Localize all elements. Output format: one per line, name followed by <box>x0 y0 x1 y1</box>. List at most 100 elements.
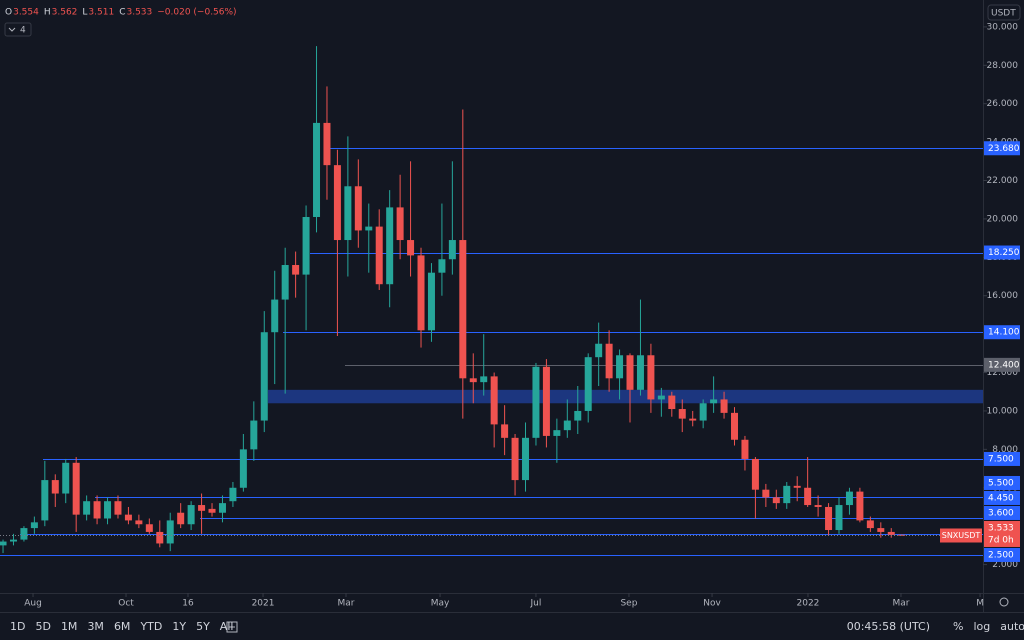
candle-body <box>271 299 279 333</box>
candle-body <box>657 395 665 400</box>
candle-body <box>845 491 853 506</box>
candle-body <box>825 506 833 531</box>
zone <box>268 389 983 404</box>
legend-key: H <box>44 8 51 18</box>
candle-body <box>218 503 226 513</box>
level-label-bg <box>984 325 1020 340</box>
legend-value: 3.533 <box>126 8 152 18</box>
candle-body <box>72 462 80 515</box>
level-label: 18.250 <box>988 248 1020 258</box>
y-tick-label: 20.000 <box>987 214 1019 224</box>
scale-button[interactable]: auto <box>1000 620 1024 633</box>
range-button[interactable]: YTD <box>139 620 162 633</box>
candle-body <box>9 539 17 542</box>
level-label-bg <box>984 490 1020 505</box>
overlay: USDT 4 2.500 3.533 7d 0h SNXUSDT 3.600 4.450 5… <box>4 4 1024 633</box>
candle-body <box>145 524 153 532</box>
candle-body <box>898 534 906 536</box>
x-tick-label: Nov <box>703 599 721 609</box>
range-button[interactable]: 1M <box>61 620 78 633</box>
legend-key: O <box>5 8 12 18</box>
y-tick-label: 28.000 <box>987 61 1019 71</box>
range-button[interactable]: 1Y <box>172 620 186 633</box>
countdown: 7d 0h <box>988 535 1014 545</box>
candle-body <box>407 240 415 256</box>
level-label: 5.500 <box>988 478 1014 488</box>
chevron-icon <box>8 27 16 32</box>
x-tick-label: Aug <box>24 599 42 609</box>
date-range-icon[interactable] <box>226 621 238 633</box>
scale-button[interactable]: % <box>953 620 963 633</box>
y-tick-label: 22.000 <box>987 176 1019 186</box>
candle-body <box>689 418 697 421</box>
plot: 2.0006.0008.00010.00012.00016.00018.0002… <box>0 22 1019 609</box>
candle-body <box>156 531 164 544</box>
x-tick-label: Jul <box>530 599 542 609</box>
candle-body <box>678 409 686 419</box>
legend-key: C <box>119 8 125 18</box>
x-tick-label: Mar <box>337 599 354 609</box>
currency-button[interactable] <box>987 4 1021 21</box>
symbol-label-bg <box>940 528 982 543</box>
candle-body <box>51 480 59 494</box>
candle-body <box>333 165 341 241</box>
clock: 00:45:58 (UTC) <box>847 620 930 633</box>
candle-body <box>542 366 550 436</box>
indicator-toggle[interactable] <box>4 22 32 37</box>
candle-body <box>0 541 7 546</box>
candle-body <box>124 514 132 521</box>
candle-body <box>574 410 582 421</box>
level-label: 2.500 <box>988 550 1014 560</box>
legend-value: 3.554 <box>13 8 39 18</box>
candle-body <box>710 399 718 404</box>
candle-body <box>427 272 435 331</box>
candle-body <box>856 491 864 521</box>
range-button[interactable]: 5D <box>35 620 50 633</box>
level-label-bg <box>984 245 1020 260</box>
candle-body <box>104 501 112 519</box>
legend-key: L <box>82 8 87 18</box>
candle-body <box>448 240 456 260</box>
scale-button[interactable]: log <box>973 620 990 633</box>
candle-body <box>626 355 634 390</box>
candle-body <box>772 497 780 504</box>
candle-body <box>636 355 644 390</box>
level-label-bg <box>984 505 1020 520</box>
legend-value: 3.511 <box>88 8 114 18</box>
candle-body <box>720 399 728 413</box>
price-label-bg <box>984 520 1020 547</box>
y-tick-label: 12.000 <box>987 368 1019 378</box>
candle-body <box>354 186 362 231</box>
range-button[interactable]: 1D <box>10 620 25 633</box>
range-button[interactable]: 3M <box>87 620 104 633</box>
range-button[interactable]: All <box>220 620 234 633</box>
settings-icon[interactable] <box>999 597 1009 607</box>
y-tick-label: 2.000 <box>992 560 1018 570</box>
y-tick-label: 30.000 <box>987 22 1019 32</box>
candle-body <box>250 420 258 450</box>
candle-body <box>281 265 289 300</box>
y-tick-label: 8.000 <box>992 445 1018 455</box>
level-label: 12.400 <box>988 360 1020 370</box>
level-label: 4.450 <box>988 493 1014 503</box>
y-tick-label: 10.000 <box>987 406 1019 416</box>
candle-body <box>835 505 843 531</box>
range-button[interactable]: 5Y <box>196 620 210 633</box>
candle-body <box>30 522 38 529</box>
candle-body <box>187 505 195 525</box>
x-tick-label: M <box>976 599 984 609</box>
candle-body <box>41 480 49 521</box>
candle-body <box>438 259 446 273</box>
candle-body <box>313 122 321 217</box>
candle-body <box>616 355 624 379</box>
candle-body <box>783 485 791 504</box>
candle-body <box>302 216 310 275</box>
candle-body <box>762 489 770 498</box>
candle-body <box>511 437 519 481</box>
x-tick-label: May <box>431 599 450 609</box>
range-button[interactable]: 6M <box>114 620 131 633</box>
legend-change: −0.020 (−0.56%) <box>157 8 236 18</box>
candle-body <box>396 207 404 241</box>
